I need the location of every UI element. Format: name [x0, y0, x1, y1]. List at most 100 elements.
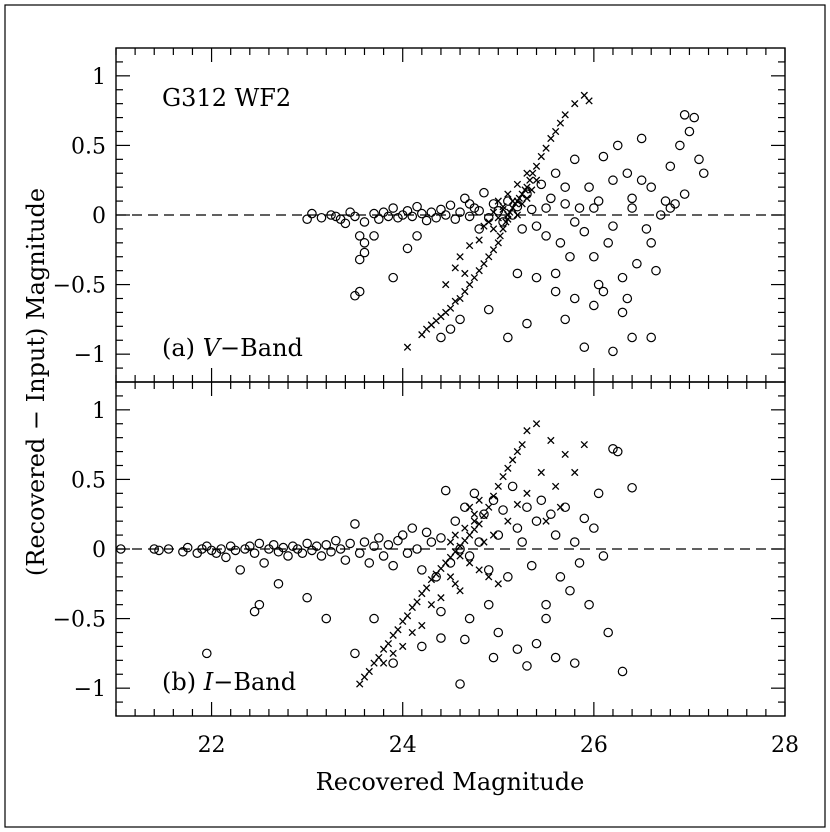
data-point-circle	[326, 546, 336, 557]
data-point-cross	[551, 482, 560, 491]
data-point-circle	[345, 538, 355, 549]
data-point-circle	[555, 238, 566, 248]
data-point-circle	[230, 545, 241, 556]
points-i	[115, 420, 637, 689]
data-point-circle	[550, 286, 561, 297]
data-point-cross	[523, 194, 531, 202]
data-point-circle	[622, 168, 633, 179]
data-point-circle	[503, 572, 513, 582]
data-point-circle	[436, 533, 446, 543]
data-point-circle	[340, 218, 351, 229]
data-point-circle	[651, 265, 661, 276]
data-point-cross	[446, 304, 455, 312]
data-point-cross	[451, 531, 459, 539]
data-point-circle	[278, 542, 289, 553]
data-point-circle	[297, 548, 308, 558]
panel-label-i-prefix: (b)	[162, 668, 204, 696]
data-point-circle	[402, 548, 413, 558]
data-point-circle	[483, 565, 494, 575]
data-point-circle	[536, 495, 547, 506]
data-point-circle	[655, 210, 666, 220]
data-point-circle	[627, 203, 637, 213]
data-point-circle	[665, 161, 676, 172]
y-ticks-v: 1 0.5 0 −0.5 −1	[53, 61, 785, 369]
data-point-cross	[494, 214, 502, 222]
data-point-cross	[489, 492, 498, 500]
data-point-circle	[397, 530, 408, 540]
data-point-circle	[507, 481, 518, 492]
data-point-cross	[508, 456, 517, 464]
data-point-cross	[446, 538, 455, 546]
data-point-circle	[522, 502, 532, 513]
data-point-circle	[627, 482, 637, 493]
data-point-circle	[636, 175, 647, 186]
data-point-cross	[547, 134, 555, 143]
data-point-circle	[359, 247, 370, 258]
data-point-circle	[460, 193, 470, 204]
data-point-cross	[580, 440, 588, 449]
data-point-cross	[437, 594, 445, 602]
data-point-circle	[249, 606, 260, 617]
panel-title: G312 WF2	[162, 84, 291, 112]
data-point-circle	[579, 226, 590, 237]
data-point-circle	[407, 211, 418, 222]
data-point-circle	[302, 592, 312, 603]
data-point-cross	[537, 468, 545, 477]
points-v	[302, 91, 709, 357]
data-point-circle	[359, 217, 370, 227]
data-point-cross	[529, 169, 537, 177]
data-point-circle	[369, 613, 379, 624]
y-tick-label: 0	[92, 204, 106, 229]
data-point-cross	[528, 186, 536, 194]
data-point-circle	[354, 286, 365, 297]
data-point-circle	[526, 560, 537, 571]
data-point-cross	[456, 587, 464, 595]
panel-label-i-suffix: −Band	[213, 668, 296, 696]
data-point-circle	[302, 214, 312, 224]
data-point-cross	[356, 680, 364, 688]
data-point-circle	[565, 585, 575, 596]
data-point-circle	[149, 544, 160, 554]
data-point-circle	[440, 210, 451, 220]
data-point-circle	[388, 658, 398, 668]
data-point-cross	[475, 520, 483, 528]
data-point-cross	[561, 450, 569, 459]
data-point-cross	[465, 559, 474, 567]
data-point-circle	[679, 189, 690, 199]
data-point-circle	[593, 279, 604, 290]
data-point-cross	[513, 180, 522, 189]
x-tick-label: 28	[771, 733, 799, 758]
data-point-cross	[465, 503, 474, 511]
data-point-circle	[479, 187, 489, 198]
x-ticks-i	[115, 382, 786, 716]
data-point-circle	[388, 203, 398, 213]
data-point-circle	[154, 545, 164, 556]
data-point-circle	[201, 648, 212, 659]
data-point-circle	[326, 210, 336, 220]
data-point-cross	[508, 204, 517, 212]
data-point-circle	[569, 293, 580, 304]
data-point-cross	[480, 511, 488, 520]
data-point-circle	[603, 238, 613, 248]
data-point-cross	[456, 253, 464, 261]
data-point-cross	[506, 208, 514, 216]
data-point-circle	[612, 140, 623, 151]
panel-label-i: (b) I−Band	[162, 668, 296, 696]
data-point-circle	[541, 599, 551, 610]
data-point-circle	[584, 599, 594, 610]
data-point-cross	[384, 639, 393, 648]
data-point-cross	[523, 169, 531, 177]
data-point-circle	[479, 509, 489, 520]
data-point-cross	[504, 464, 512, 472]
data-point-circle	[474, 224, 484, 234]
data-point-cross	[403, 343, 412, 351]
data-point-circle	[694, 154, 704, 165]
data-point-cross	[518, 440, 526, 449]
data-point-cross	[499, 472, 507, 481]
data-point-circle	[498, 505, 508, 515]
data-point-circle	[550, 268, 561, 279]
y-tick-label: 0.5	[71, 134, 106, 159]
y-tick-label: 0.5	[71, 468, 106, 493]
data-point-circle	[569, 658, 580, 668]
data-point-cross	[475, 496, 483, 504]
